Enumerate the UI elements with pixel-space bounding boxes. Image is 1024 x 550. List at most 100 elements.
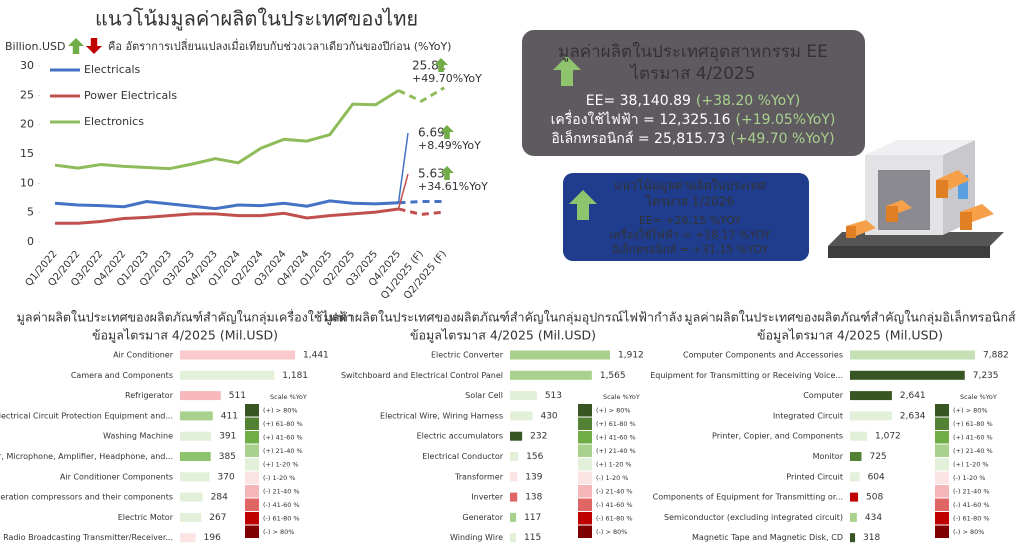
scale-swatch (578, 512, 592, 525)
bar (850, 350, 975, 360)
bar-value-label: 156 (526, 452, 543, 462)
summary-row: EE= 38,140.89 (+38.20 %YoY) (586, 93, 800, 109)
bar-value-label: 117 (524, 513, 541, 523)
scale-label: (+) 1-20 % (596, 461, 632, 469)
bar (850, 492, 859, 502)
bar (510, 411, 533, 421)
up-arrow-icon (440, 125, 454, 139)
bar-category-label: Components of Equipment for Transmitting… (653, 493, 843, 502)
bar-value-label: 513 (545, 391, 562, 401)
forecast-line (397, 86, 446, 103)
bar (510, 391, 537, 401)
bar-chart-title: มูลค่าผลิตในประเทศของผลิตภัณฑ์สำคัญในกลุ… (17, 309, 354, 326)
scale-swatch (578, 431, 592, 444)
bar-value-label: 196 (204, 533, 221, 543)
bar (850, 391, 892, 401)
bar (850, 431, 868, 441)
bar-category-label: Refrigeration compressors and their comp… (0, 493, 173, 502)
bar-category-label: Winding Wire (450, 533, 503, 542)
y-tick-label: 10 (20, 176, 34, 189)
summary-title: มูลค่าผลิตในประเทศอุตสาหกรรม EE (558, 41, 828, 62)
bar-category-label: Equipment for Transmitting or Receiving … (650, 371, 843, 380)
scale-label: (-) > 80% (953, 528, 984, 536)
series-line (54, 199, 399, 211)
bar (850, 533, 856, 543)
scale-swatch (245, 485, 259, 498)
scale-swatch (245, 444, 259, 457)
bar-category-label: Washing Machine (103, 432, 173, 441)
scale-label: (-) 41-60 % (596, 501, 633, 509)
bar-category-label: Monitor (813, 452, 844, 461)
bar-category-label: Computer (803, 391, 843, 400)
up-arrow-icon (569, 190, 597, 220)
bar (510, 492, 518, 502)
bar-value-label: 7,235 (973, 371, 999, 381)
bar-value-label: 511 (229, 391, 246, 401)
summary-box (522, 30, 865, 156)
bar (510, 472, 518, 482)
scale-label: (-) 21-40 % (596, 488, 633, 496)
scale-swatch (935, 512, 949, 525)
bar-value-label: 1,912 (618, 351, 644, 361)
forecast-row: เครื่องใช้ไฟฟ้า = +18.17 %YOY (610, 227, 771, 242)
scale-label: (+) 41-60 % (596, 434, 636, 442)
scale-label: (-) 1-20 % (263, 474, 295, 482)
scale-swatch (935, 404, 949, 417)
scale-label: (-) 1-20 % (596, 474, 628, 482)
bar (510, 452, 519, 461)
bar-value-label: 1,441 (303, 351, 329, 361)
scale-title: Scale %YoY (603, 393, 640, 401)
bar-category-label: Semiconductor (excluding integrated circ… (664, 513, 843, 522)
bar-category-label: Electrical Conductor (422, 452, 503, 461)
scale-swatch (245, 498, 259, 511)
bar-chart-title: ข้อมูลไตรมาส 4/2025 (Mil.USD) (410, 328, 596, 344)
bar (850, 411, 892, 421)
summary-value: อิเล็กทรอนิกส์ = 25,815.73 (551, 129, 725, 147)
scale-label: (-) 1-20 % (953, 474, 985, 482)
forecast-line (398, 207, 445, 216)
summary-row: อิเล็กทรอนิกส์ = 25,815.73 (+49.70 %YoY) (551, 129, 834, 147)
bar-chart-title: มูลค่าผลิตในประเทศของผลิตภัณฑ์สำคัญในกลุ… (684, 310, 1016, 326)
bar-value-label: 430 (540, 411, 557, 421)
bar-category-label: Electric Converter (431, 351, 504, 360)
up-arrow-icon (440, 166, 454, 180)
bar-value-label: 725 (869, 452, 886, 462)
bar-value-label: 1,072 (875, 432, 901, 442)
forecast-box (563, 173, 809, 261)
bar-category-label: Radio Broadcasting Transmitter/Receiver.… (3, 533, 173, 542)
bar (510, 512, 517, 522)
scale-label: (-) 41-60 % (953, 501, 990, 509)
bar-category-label: Refrigerator (125, 391, 174, 400)
bar-value-label: 2,634 (900, 411, 926, 421)
legend-label: Power Electricals (84, 89, 177, 102)
bar-category-label: Inverter (471, 493, 503, 502)
bar-category-label: Magnetic Tape and Magnetic Disk, CD (692, 533, 843, 542)
bar (180, 350, 295, 360)
bar-value-label: 138 (525, 493, 542, 503)
bar-value-label: 115 (524, 533, 541, 543)
annotation-yoy: +49.70%YoY (412, 72, 482, 85)
series-line (55, 207, 399, 225)
scale-label: (+) 1-20 % (263, 461, 299, 469)
bar-category-label: Integrated Circuit (773, 411, 843, 420)
bar-category-label: Air Conditioner (113, 351, 174, 360)
scale-title: Scale %YoY (960, 393, 997, 401)
bar-value-label: 7,882 (983, 351, 1009, 361)
bar-value-label: 370 (218, 472, 235, 482)
bar-value-label: 391 (219, 432, 236, 442)
scale-label: (+) 61-80 % (953, 420, 993, 428)
page-title: แนวโน้มมูลค่าผลิตในประเทศของไทย (95, 7, 418, 32)
bar-category-label: Air Conditioner Components (60, 472, 173, 481)
scale-label: (+) 21-40 % (953, 447, 993, 455)
scale-swatch (935, 444, 949, 457)
bar-value-label: 434 (865, 513, 882, 523)
scale-swatch (578, 444, 592, 457)
bar (180, 452, 211, 461)
scale-label: (+) 61-80 % (263, 420, 303, 428)
scale-swatch (578, 485, 592, 498)
scale-swatch (935, 485, 949, 498)
scale-label: (+) 41-60 % (263, 434, 303, 442)
summary-row: เครื่องใช้ไฟฟ้า = 12,325.16 (+19.05%YoY) (551, 110, 836, 128)
y-tick-label: 25 (20, 88, 34, 101)
